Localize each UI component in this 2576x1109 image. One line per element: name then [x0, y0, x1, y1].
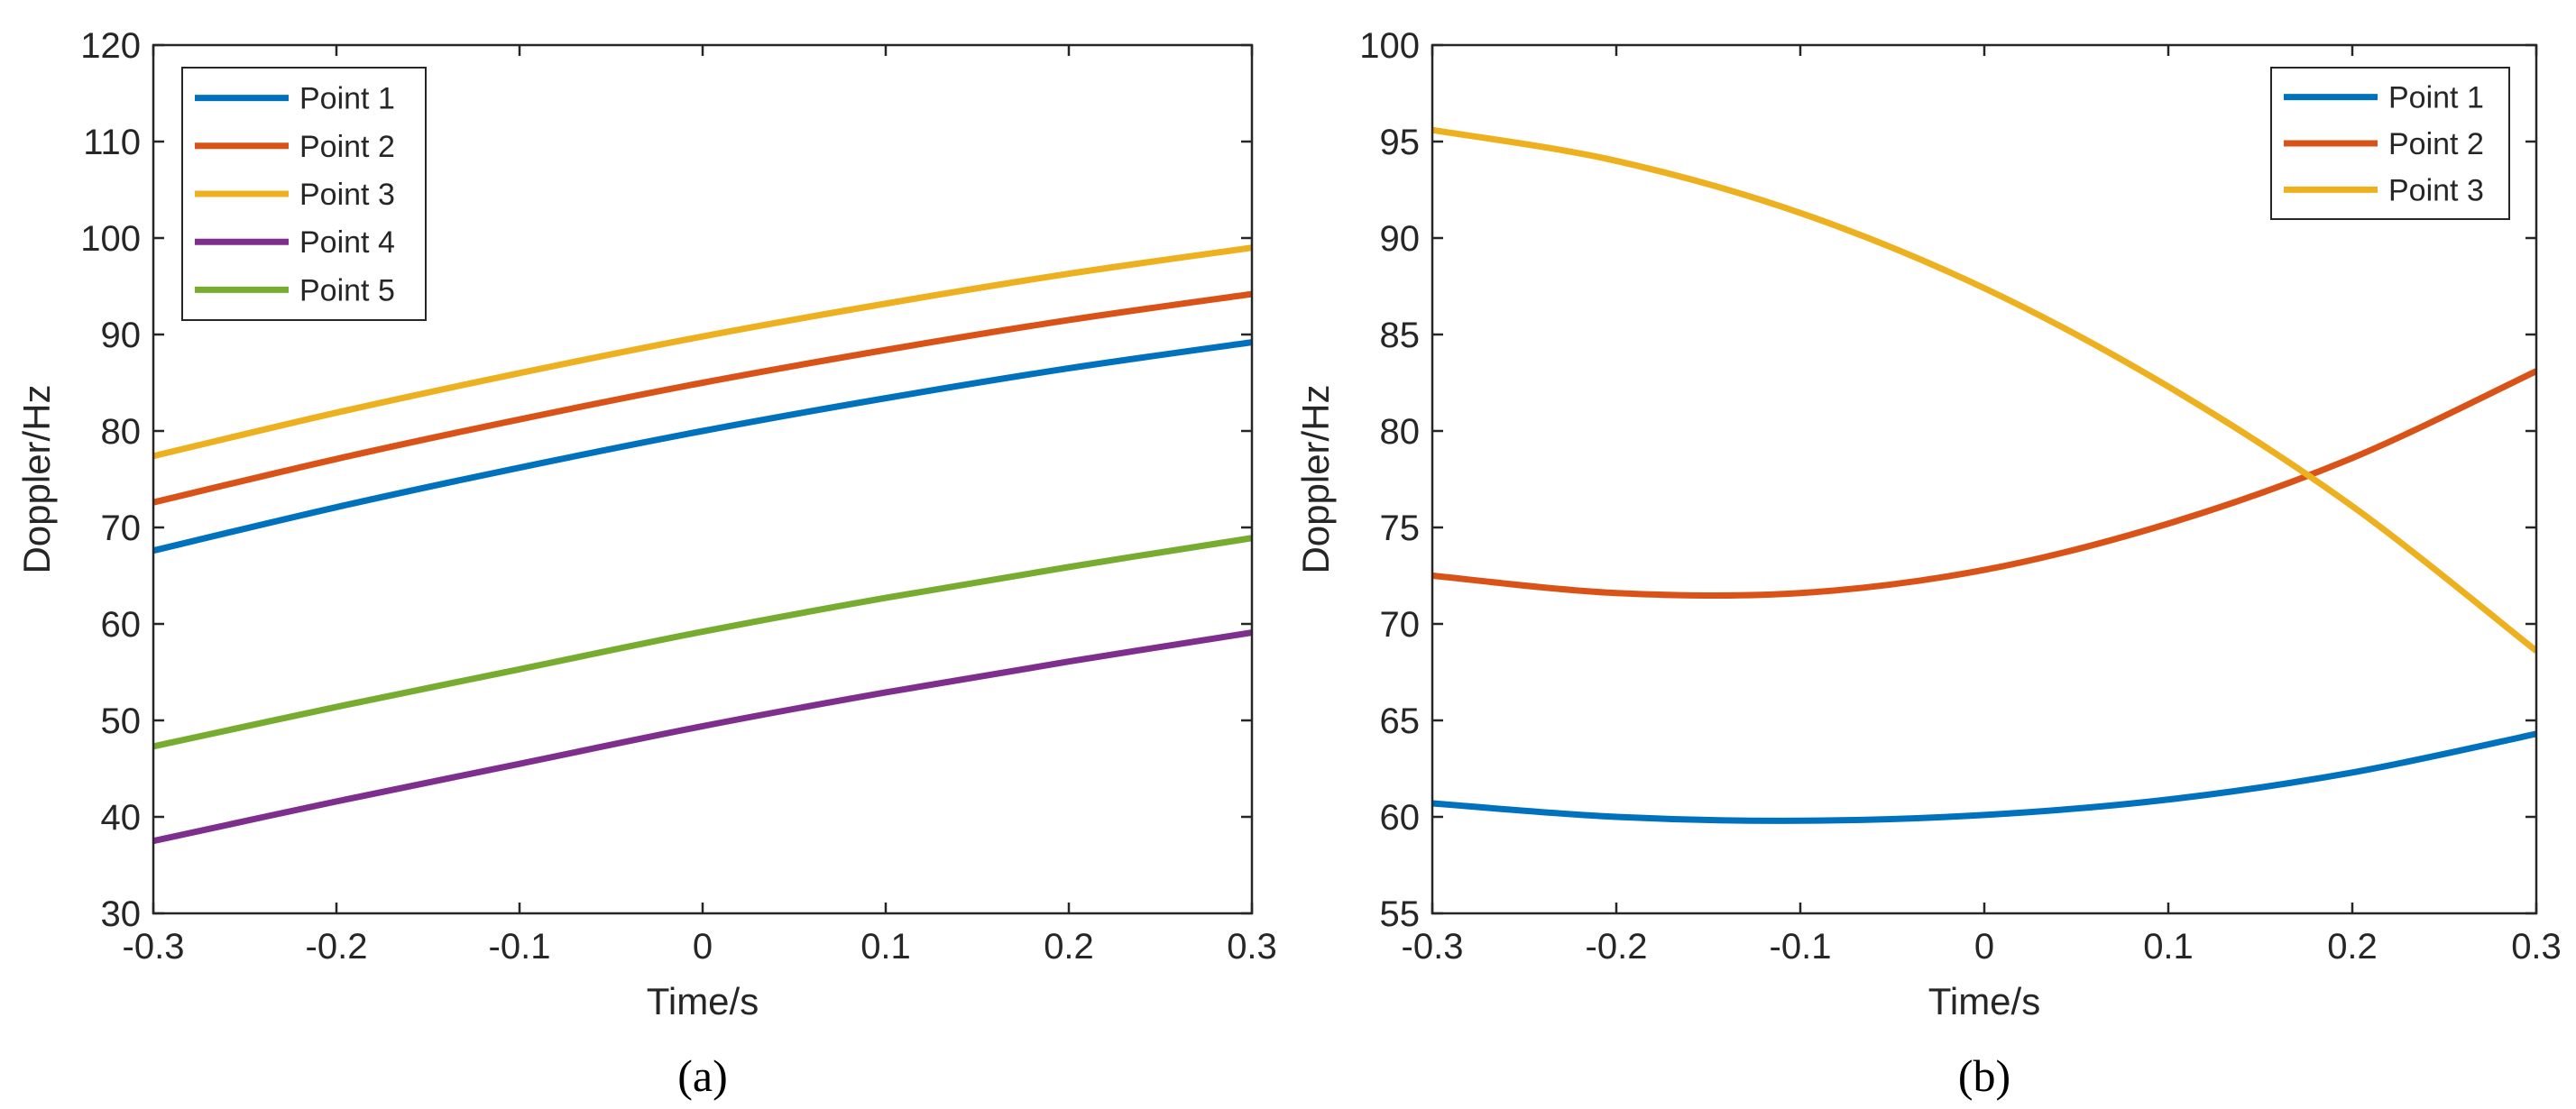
- series-group: [153, 244, 1252, 845]
- series-line-point-1: [1432, 730, 2536, 824]
- y-axis-label: Doppler/Hz: [1294, 384, 1337, 573]
- y-tick-label: 70: [1380, 605, 1421, 645]
- legend-label: Point 2: [299, 130, 395, 164]
- panel-caption: (b): [1958, 1050, 2010, 1101]
- chart-panel-a: -0.3 -0.2 -0.1 0 0.1 0.2 0.3 30 40 50 60 70 80 90 100 1…: [15, 26, 1277, 1101]
- y-tick-label: 50: [101, 701, 142, 741]
- x-tick-label: 0: [693, 927, 713, 967]
- x-tick-label: 0.2: [2327, 927, 2378, 967]
- y-tick-label: 60: [101, 605, 142, 645]
- legend: Point 1 Point 2 Point 3: [2270, 67, 2510, 220]
- y-tick-label: 100: [80, 219, 141, 259]
- legend-label: Point 1: [299, 82, 395, 116]
- series-line-point-3: [1432, 126, 2536, 654]
- x-tick-label: -0.2: [306, 927, 368, 967]
- x-tick-label: -0.1: [1770, 927, 1832, 967]
- legend-label: Point 3: [299, 178, 395, 212]
- y-tick-label: 40: [101, 798, 142, 838]
- y-tick-label: 90: [101, 316, 142, 355]
- x-tick-label: 0.1: [860, 927, 911, 967]
- y-tick-label: 110: [83, 123, 141, 162]
- legend-label: Point 1: [2388, 81, 2484, 115]
- legend-label: Point 4: [299, 225, 395, 260]
- y-tick-label: 100: [1359, 26, 1420, 66]
- x-tick-label: 0.2: [1044, 927, 1094, 967]
- x-tick-label: 0.3: [2511, 927, 2562, 967]
- y-tick-label: 70: [101, 509, 142, 548]
- x-tick-label: 0: [1974, 927, 1994, 967]
- y-tick-label: 120: [80, 26, 141, 66]
- x-axis-label: Time/s: [647, 980, 759, 1022]
- legend-label: Point 5: [299, 273, 395, 307]
- y-tick-label: 60: [1380, 798, 1421, 838]
- y-tick-label: 85: [1380, 316, 1421, 355]
- y-tick-label: 80: [101, 412, 142, 452]
- chart-panel-b: -0.3 -0.2 -0.1 0 0.1 0.2 0.3 55 60 65 70 75 80 85 90 95…: [1294, 26, 2562, 1101]
- y-tick-label: 65: [1380, 701, 1421, 741]
- y-tick-label: 30: [101, 894, 142, 934]
- y-tick-label: 75: [1380, 509, 1421, 548]
- x-axis-label: Time/s: [1928, 980, 2040, 1022]
- legend: Point 1 Point 2 Point 3 Point 4 Point 5: [181, 67, 427, 321]
- series-line-point-2: [1432, 368, 2536, 600]
- y-tick-label: 90: [1380, 219, 1421, 259]
- legend-label: Point 3: [2388, 173, 2484, 207]
- series-line-point-5: [153, 535, 1252, 750]
- series-group: [1432, 126, 2536, 824]
- y-axis-label: Doppler/Hz: [15, 384, 58, 573]
- x-tick-label: 0.1: [2143, 927, 2194, 967]
- x-tick-label: -0.1: [489, 927, 551, 967]
- legend-label: Point 2: [2388, 127, 2484, 161]
- x-tick-label: 0.3: [1227, 927, 1277, 967]
- panel-caption: (a): [677, 1050, 728, 1101]
- series-line-point-2: [153, 290, 1252, 506]
- series-line-point-1: [153, 339, 1252, 554]
- x-tick-label: -0.3: [123, 927, 185, 967]
- x-tick-label: -0.3: [1402, 927, 1464, 967]
- y-tick-label: 80: [1380, 412, 1421, 452]
- x-tick-label: -0.2: [1586, 927, 1648, 967]
- y-tick-label: 55: [1380, 894, 1421, 934]
- series-line-point-3: [153, 244, 1252, 460]
- y-tick-label: 95: [1380, 123, 1421, 162]
- series-line-point-4: [153, 629, 1252, 845]
